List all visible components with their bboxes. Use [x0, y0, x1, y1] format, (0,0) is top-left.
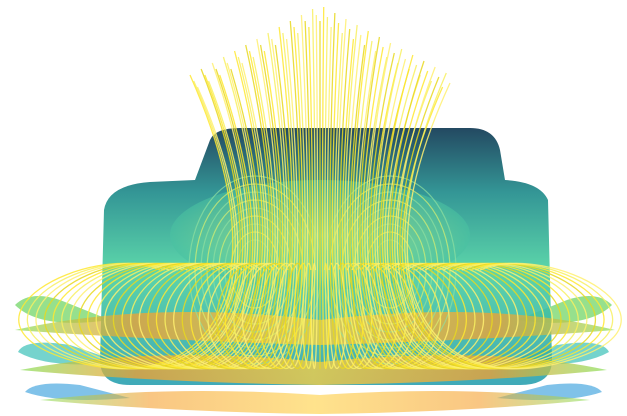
- streamline: [401, 86, 605, 370]
- streamline: [329, 12, 356, 370]
- streamline: [147, 44, 271, 370]
- streamline: [35, 86, 239, 370]
- streamline: [130, 56, 266, 370]
- streamline: [399, 76, 596, 370]
- streamline: [18, 74, 234, 370]
- streamlines: [18, 6, 622, 370]
- streamline: [173, 38, 279, 370]
- streamline: [121, 50, 264, 370]
- streamline: [276, 14, 309, 370]
- streamline: [181, 44, 281, 370]
- streamline: [61, 80, 246, 370]
- streamline: [86, 74, 254, 370]
- streamline: [326, 26, 347, 370]
- streamline: [44, 68, 241, 370]
- streamline: [259, 26, 304, 370]
- streamline: [224, 26, 294, 370]
- streamline: [241, 38, 299, 370]
- streamline: [156, 50, 274, 370]
- vortex-loop: [206, 199, 304, 341]
- streamline: [112, 68, 261, 370]
- streamline: [138, 62, 269, 370]
- streamline: [216, 44, 291, 370]
- streamline: [52, 74, 244, 370]
- streamline: [233, 32, 296, 370]
- streamline: [384, 64, 545, 370]
- streamline: [293, 26, 314, 370]
- streamline: [389, 60, 562, 370]
- streamline: [396, 66, 588, 370]
- streamline: [207, 38, 289, 370]
- streamline: [302, 8, 316, 370]
- streamline: [391, 70, 571, 370]
- streamline: [26, 80, 236, 370]
- side-wisp: [15, 296, 110, 323]
- streamline: [190, 50, 284, 370]
- streamline: [310, 14, 319, 370]
- streamline: [95, 56, 256, 370]
- streamline: [69, 62, 249, 370]
- streamline: [394, 80, 579, 370]
- streamline: [404, 72, 614, 370]
- streamline: [371, 62, 502, 370]
- streamline: [406, 82, 622, 370]
- streamline: [284, 20, 311, 370]
- streamline: [78, 68, 251, 370]
- streamline: [198, 32, 286, 370]
- streamline: [250, 20, 301, 370]
- streamline: [386, 74, 554, 370]
- wake-band: [40, 391, 590, 414]
- streamline: [324, 16, 338, 370]
- streamline: [104, 62, 259, 370]
- streamline: [267, 32, 306, 370]
- streamline: [164, 56, 276, 370]
